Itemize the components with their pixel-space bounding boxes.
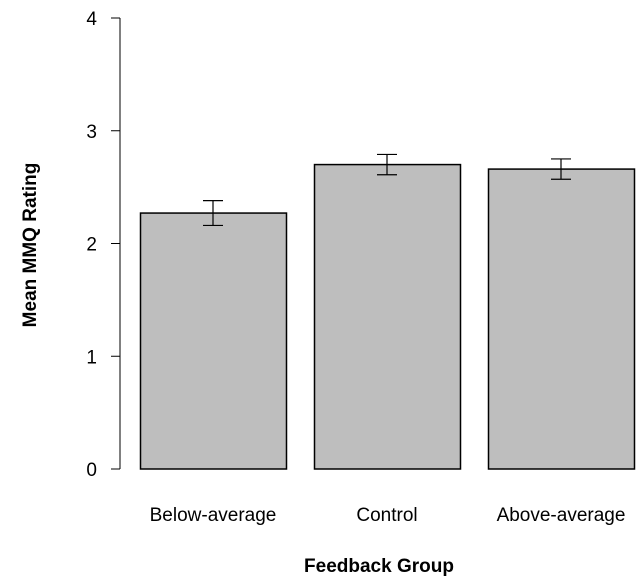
y-tick-label: 4 [86, 9, 97, 30]
y-tick-label: 3 [86, 122, 97, 143]
x-tick-label: Control [356, 505, 417, 526]
bar-control [313, 163, 462, 470]
error-bar-above-average [551, 158, 571, 180]
error-bar-below-average [203, 200, 223, 227]
x-tick-label: Below-average [150, 505, 277, 526]
error-bar-control [377, 153, 397, 176]
y-axis: 0 1 2 3 4 [86, 9, 121, 481]
y-tick-label: 2 [86, 235, 97, 256]
x-axis-title: Feedback Group [304, 556, 454, 577]
y-tick-label: 0 [86, 460, 97, 481]
x-tick-labels: Below-average Control Above-average [150, 505, 626, 526]
bars [139, 163, 636, 470]
bar-below-average [139, 212, 288, 470]
error-bars [203, 153, 571, 227]
y-axis-title: Mean MMQ Rating [20, 163, 41, 328]
y-tick-label: 1 [86, 347, 97, 368]
bar-above-average [487, 168, 636, 470]
x-tick-label: Above-average [497, 505, 626, 526]
